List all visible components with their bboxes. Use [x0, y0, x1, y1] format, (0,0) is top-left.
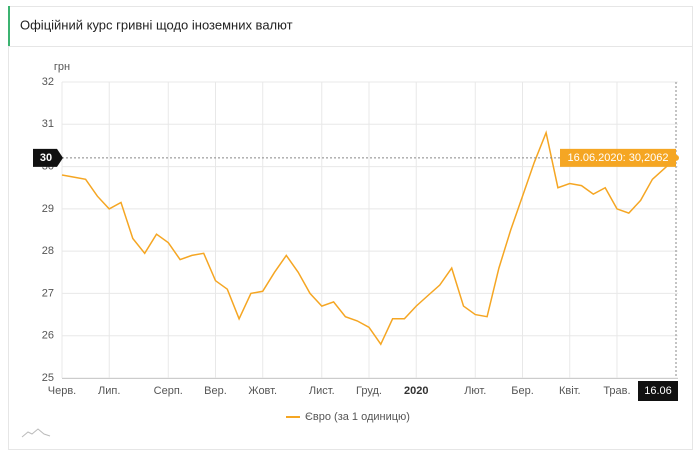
x-crosshair-box: [638, 381, 678, 401]
x-tick-label: Черв.: [48, 385, 76, 397]
y-tick-label: 25: [42, 372, 54, 384]
header-title: Офіційний курс гривні щодо іноземних вал…: [20, 17, 293, 32]
y-tick-label: 28: [42, 245, 54, 257]
x-tick-label: Жовт.: [248, 385, 277, 397]
y-tick-label: 31: [42, 118, 54, 130]
x-tick-label: Вер.: [204, 385, 227, 397]
x-tick-label: Бер.: [511, 385, 534, 397]
x-tick-label: Серп.: [154, 385, 183, 397]
x-tick-label: Квіт.: [559, 385, 581, 397]
x-tick-label: Лист.: [309, 385, 335, 397]
series-line: [61, 130, 677, 346]
card-frame: [8, 6, 693, 450]
y-tick-label: 32: [42, 76, 54, 88]
x-tick-label: Груд.: [356, 385, 382, 397]
x-tick-label: Лип.: [98, 385, 120, 397]
x-tick-label: Лют.: [464, 385, 486, 397]
tooltip-text: 16.06.2020: 30,2062: [568, 152, 669, 164]
x-tick-label: Трав.: [603, 385, 630, 397]
y-tick-label: 27: [42, 287, 54, 299]
range-icon: [21, 428, 51, 438]
y-tick-label: 29: [42, 203, 54, 215]
legend-label: Євро (за 1 одиницю): [305, 411, 410, 423]
tooltip-box: [560, 148, 676, 167]
x-tick-label: 2020: [404, 385, 428, 397]
y-crosshair-label: 30: [40, 152, 52, 164]
y-axis-label: грн: [54, 61, 70, 73]
y-tick-label: 26: [42, 330, 54, 342]
header-accent: [8, 6, 10, 46]
y-crosshair-box: [33, 148, 63, 167]
x-crosshair-label: 16.06: [644, 385, 672, 397]
